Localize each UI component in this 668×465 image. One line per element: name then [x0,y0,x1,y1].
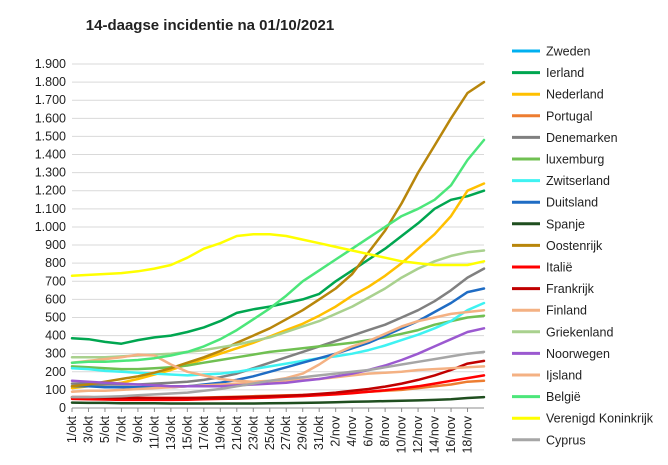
y-tick-label: 200 [45,365,66,379]
x-tick-label: 12/nov [411,415,425,453]
x-tick-label: 17/okt [197,415,211,450]
legend-label: luxemburg [546,153,604,167]
y-tick-label: 1.900 [35,57,66,71]
series-line-9 [70,80,486,388]
y-tick-label: 400 [45,329,66,343]
y-tick-label: 1.500 [35,129,66,143]
legend-label: Nederland [546,88,604,102]
series-line-14 [70,327,486,388]
gridlines [72,63,484,409]
y-tick-label: 0 [59,401,66,415]
legend-label: Zweden [546,45,591,59]
legend-label: Italië [546,261,572,275]
y-tick-label: 1.000 [35,220,66,234]
series-line-11 [70,359,486,400]
x-tick-label: 23/okt [246,415,260,450]
x-tick-label: 6/nov [362,415,376,446]
x-tick-label: 2/nov [329,415,343,446]
y-tick-label: 100 [45,383,66,397]
x-tick-label: 11/okt [147,415,161,449]
x-axis: 1/okt 3/okt 5/okt 7/okt 9/okt 11/okt 13/okt 15/… [65,408,475,454]
x-tick-label: 4/nov [345,415,359,446]
y-tick-label: 600 [45,292,66,306]
series-line-5 [70,314,486,371]
legend-label: Spanje [546,217,585,231]
legend-label: Noorwegen [546,347,610,361]
x-tick-label: 8/nov [378,415,392,446]
legend-label: Ijsland [546,369,582,383]
x-tick-label: 16/nov [444,415,458,453]
y-tick-label: 700 [45,274,66,288]
y-tick-label: 1.600 [35,111,66,125]
legend-label: Duitsland [546,196,598,210]
y-tick-label: 1.700 [35,93,66,107]
series-line-8 [70,395,486,405]
series-line-4 [70,267,486,386]
series-line-16 [70,138,486,364]
series-lines [70,80,486,405]
chart-title: 14-daagse incidentie na 01/10/2021 [86,17,334,34]
series-line-6 [70,301,486,377]
x-tick-label: 18/nov [461,415,475,453]
legend-label: Zwitserland [546,174,610,188]
x-tick-label: 31/okt [312,415,326,450]
x-tick-label: 27/okt [279,415,293,450]
x-tick-label: 15/okt [180,415,194,450]
x-tick-label: 10/nov [395,415,409,453]
x-tick-label: 13/okt [164,415,178,450]
legend-label: Portugal [546,109,593,123]
series-line-12 [70,365,486,393]
y-axis: 0 100 200 300 400 500 600 700 800 900 1.000 1.100 1.… [35,57,66,415]
x-tick-label: 5/okt [98,415,112,443]
legend-label: Frankrijk [546,282,595,296]
x-tick-label: 9/okt [131,415,145,443]
x-tick-label: 21/okt [230,415,244,450]
series-line-17 [70,232,486,278]
legend-label: Finland [546,304,587,318]
y-tick-label: 300 [45,347,66,361]
legend-label: Griekenland [546,325,613,339]
series-line-2 [70,182,486,390]
legend-label: Ierland [546,66,584,80]
legend-label: Oostenrijk [546,239,603,253]
legend-label: Verenigd Koninkrijk [546,412,654,426]
y-tick-label: 1.100 [35,202,66,216]
y-tick-label: 900 [45,238,66,252]
y-tick-label: 1.300 [35,166,66,180]
x-tick-label: 7/okt [114,415,128,443]
legend: Zweden Ierland Nederland Portugal Denemarken… [512,45,654,447]
series-line-18 [70,350,486,399]
x-tick-label: 19/okt [213,415,227,450]
x-tick-label: 25/okt [263,415,277,450]
x-tick-label: 1/okt [65,415,79,443]
y-tick-label: 800 [45,256,66,270]
legend-label: Denemarken [546,131,618,145]
x-tick-label: 3/okt [81,415,95,443]
y-tick-label: 1.800 [35,75,66,89]
series-line-1 [70,189,486,345]
x-tick-label: 29/okt [296,415,310,450]
legend-label: België [546,390,581,404]
y-tick-label: 500 [45,310,66,324]
y-tick-label: 1.400 [35,148,66,162]
legend-label: Cyprus [546,433,586,447]
y-tick-label: 1.200 [35,184,66,198]
x-tick-label: 14/nov [428,415,442,453]
